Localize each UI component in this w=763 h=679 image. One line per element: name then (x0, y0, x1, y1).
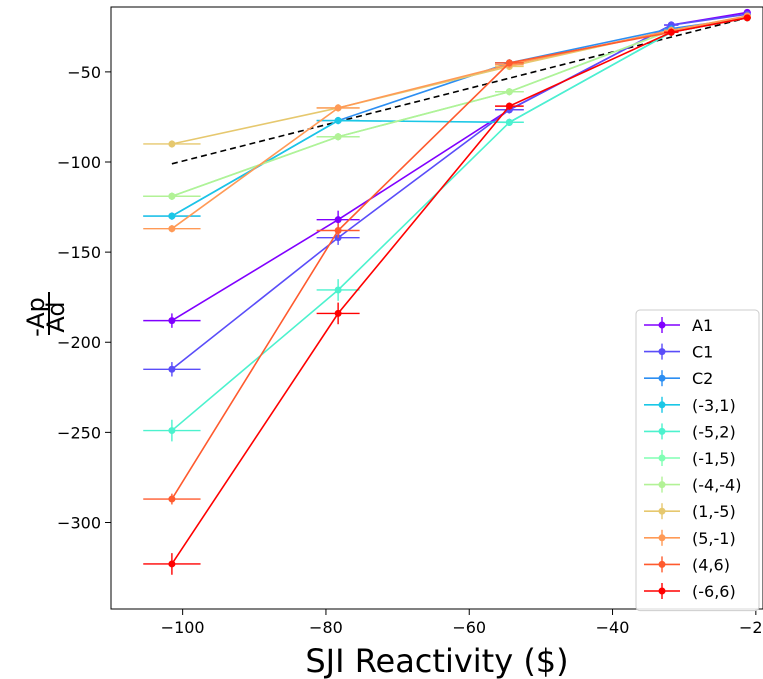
y-tick-label: −200 (57, 333, 101, 352)
series-line (171, 17, 748, 217)
series-6-6 (143, 14, 751, 575)
data-point (168, 427, 176, 435)
x-tick-label: −100 (161, 618, 205, 637)
legend-swatch-marker (658, 348, 666, 356)
data-point (334, 226, 342, 234)
data-point (334, 117, 342, 125)
legend-swatch-marker (658, 321, 666, 329)
legend-label: (5,-1) (692, 529, 736, 548)
series-line (171, 17, 748, 217)
data-point (743, 14, 751, 22)
series-line (171, 17, 748, 198)
legend-label: A1 (692, 316, 713, 335)
legend-swatch-marker (658, 560, 666, 568)
y-tick-label: −100 (57, 153, 101, 172)
data-point (168, 212, 176, 220)
x-tick-label: −60 (452, 618, 486, 637)
legend-label: C2 (692, 369, 713, 388)
data-point (505, 59, 513, 67)
legend-entry: C2 (644, 369, 713, 388)
data-point (168, 560, 176, 568)
legend-entry: (-3,1) (644, 396, 736, 415)
legend-label: (1,-5) (692, 502, 736, 521)
legend-entry: (-5,2) (644, 422, 736, 441)
legend-box (635, 309, 760, 612)
x-axis-title: SJI Reactivity ($) (305, 642, 568, 679)
series-c2 (143, 14, 751, 220)
series-3-1 (143, 14, 751, 220)
data-point (505, 118, 513, 126)
legend-label: (4,6) (692, 555, 730, 574)
y-tick-label: −250 (57, 423, 101, 442)
legend-label: C1 (692, 343, 713, 362)
y-tick-label: −50 (67, 63, 101, 82)
legend-entry: (1,-5) (644, 502, 736, 521)
legend-swatch-marker (658, 454, 666, 462)
y-tick-label: −300 (57, 513, 101, 532)
legend-entry: (4,6) (644, 555, 730, 574)
legend-entry: (-1,5) (644, 449, 736, 468)
series-4-4 (143, 14, 751, 200)
series-1-5 (143, 14, 751, 200)
data-point (168, 140, 176, 148)
data-point (334, 286, 342, 294)
data-point (334, 216, 342, 224)
legend-label: (-5,2) (692, 422, 736, 441)
legend-swatch-marker (658, 534, 666, 542)
series-line (171, 17, 748, 198)
series-a1 (143, 8, 751, 328)
legend-entry: (-6,6) (644, 582, 736, 601)
y-axis-title-denominator: Ad (42, 301, 70, 332)
legend-label: (-3,1) (692, 396, 736, 415)
legend-label: (-6,6) (692, 582, 736, 601)
data-point (505, 88, 513, 96)
legend-entry: (5,-1) (644, 529, 736, 548)
legend-swatch-marker (658, 401, 666, 409)
legend-entry: (-4,-4) (644, 476, 741, 495)
legend-entry: C1 (644, 343, 713, 362)
x-tick-label: −20 (739, 618, 763, 637)
legend-swatch-marker (658, 427, 666, 435)
y-tick-label: −150 (57, 243, 101, 262)
legend-label: (-4,-4) (692, 476, 741, 495)
plot-frame (110, 6, 763, 610)
legend-swatch-marker (658, 587, 666, 595)
data-point (334, 133, 342, 141)
data-layer (143, 8, 751, 575)
legend-label: (-1,5) (692, 449, 736, 468)
data-point (505, 102, 513, 110)
data-point (334, 104, 342, 112)
legend: A1 C1 C2 (-3,1) (-5,2) (-1,5) (-4,-4) (1,-5) (5,… (635, 309, 760, 612)
x-tick-label: −40 (596, 618, 630, 637)
data-point (334, 309, 342, 317)
legend-swatch-marker (658, 481, 666, 489)
axes-layer: −100 −80 −60 −40 −20 −50 −100 −150 −200 −250 −300 (57, 63, 763, 637)
data-point (168, 365, 176, 373)
data-point (667, 28, 675, 36)
data-point (168, 495, 176, 503)
y-axis-title: -Ap Ad (22, 292, 70, 337)
legend-swatch-marker (658, 507, 666, 515)
x-tick-label: −80 (309, 618, 343, 637)
data-point (168, 225, 176, 233)
legend-swatch-marker (658, 374, 666, 382)
data-point (168, 192, 176, 200)
data-point (168, 317, 176, 325)
legend-entry: A1 (644, 316, 713, 335)
y-axis-title-numerator: -Ap (22, 297, 50, 337)
